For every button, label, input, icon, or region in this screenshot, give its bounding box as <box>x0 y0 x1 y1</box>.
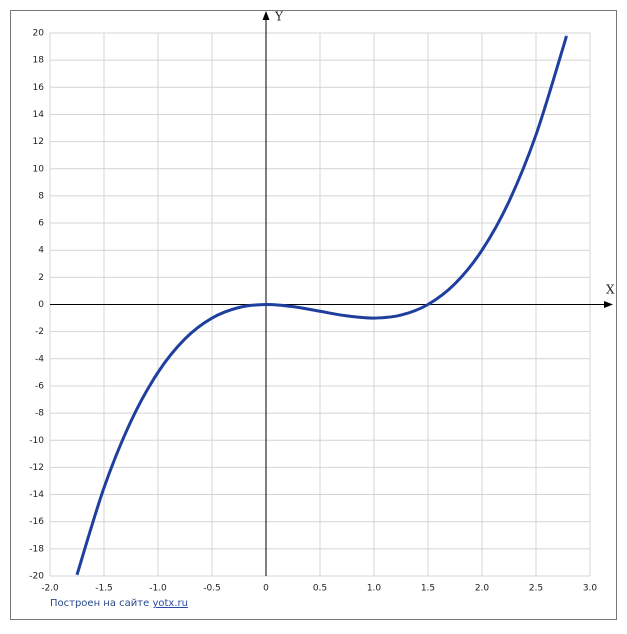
x-tick-label: 2.5 <box>529 584 543 594</box>
y-tick-label: -20 <box>29 572 44 582</box>
x-tick-label: -2.0 <box>41 584 59 594</box>
credit-text: Построен на сайте <box>50 598 149 609</box>
x-tick-label: 3.0 <box>583 584 598 594</box>
y-tick-label: -4 <box>35 354 44 364</box>
y-tick-label: 8 <box>38 191 44 201</box>
x-tick-label: 1.0 <box>367 584 382 594</box>
y-tick-label: 10 <box>33 164 45 174</box>
y-axis-label: Y <box>274 10 284 24</box>
y-tick-label: 14 <box>33 110 45 120</box>
frame <box>10 10 617 620</box>
x-tick-label: -1.5 <box>95 584 113 594</box>
y-tick-label: -6 <box>35 381 44 391</box>
x-tick-label: 0 <box>263 584 269 594</box>
y-tick-label: 18 <box>33 56 45 66</box>
y-tick-label: 6 <box>38 219 44 229</box>
y-tick-label: -16 <box>29 517 44 527</box>
credit: Построен на сайте yotx.ru <box>50 598 188 609</box>
y-tick-label: 4 <box>38 246 44 256</box>
credit-link[interactable]: yotx.ru <box>152 598 188 609</box>
x-tick-label: 2.0 <box>475 584 490 594</box>
x-tick-label: -1.0 <box>149 584 167 594</box>
y-tick-label: -18 <box>29 544 44 554</box>
x-tick-label: -0.5 <box>203 584 221 594</box>
y-tick-label: 12 <box>33 137 44 147</box>
x-axis-arrow <box>604 301 613 308</box>
x-tick-label: 0.5 <box>313 584 327 594</box>
y-axis-arrow <box>262 11 270 20</box>
y-tick-label: 20 <box>33 29 45 39</box>
x-tick-label: 1.5 <box>421 584 435 594</box>
y-tick-label: -10 <box>29 436 44 446</box>
y-tick-label: -12 <box>29 463 44 473</box>
x-axis-label: X <box>606 283 615 297</box>
y-tick-label: 2 <box>38 273 44 283</box>
y-tick-label: -8 <box>35 409 44 419</box>
y-tick-label: -14 <box>29 490 44 500</box>
y-tick-label: 16 <box>33 83 45 93</box>
y-tick-label: 0 <box>38 300 44 310</box>
curve <box>75 34 568 576</box>
y-tick-label: -2 <box>35 327 44 337</box>
